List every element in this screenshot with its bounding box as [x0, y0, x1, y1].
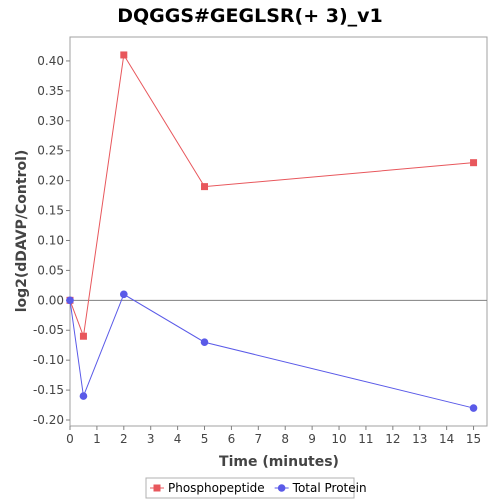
x-tick-label: 11: [358, 432, 373, 446]
y-tick-label: -0.15: [33, 383, 64, 397]
y-tick-label: 0.35: [37, 84, 64, 98]
x-tick-label: 0: [66, 432, 74, 446]
x-tick-label: 6: [228, 432, 236, 446]
data-point: [200, 338, 209, 347]
x-tick-label: 14: [439, 432, 454, 446]
legend-item-1: Total Protein: [274, 481, 367, 495]
data-point: [469, 404, 478, 412]
x-tick-label: 15: [466, 432, 481, 446]
x-tick-label: 2: [120, 432, 128, 446]
x-axis-label: Time (minutes): [219, 454, 339, 470]
x-tick-label: 13: [412, 432, 427, 446]
x-tick-label: 8: [281, 432, 289, 446]
series-1: [66, 290, 478, 412]
data-point: [79, 392, 88, 400]
data-point: [66, 296, 74, 305]
x-tick-label: 4: [174, 432, 182, 446]
y-tick-label: 0.40: [37, 54, 64, 68]
y-tick-label: 0.00: [37, 293, 64, 307]
data-point: [201, 183, 209, 191]
y-axis-label: log2(dDAVP/Control): [14, 150, 30, 313]
y-tick-label: 0.30: [37, 114, 64, 128]
legend-label: Total Protein: [292, 481, 367, 495]
legend-box: [145, 477, 355, 499]
plot-area: [69, 36, 488, 427]
legend-marker: [153, 484, 161, 492]
series-layer: [66, 51, 478, 412]
y-tick-label: 0.10: [37, 233, 64, 247]
data-point: [79, 332, 87, 340]
legend-marker: [277, 484, 286, 492]
x-tick-label: 5: [201, 432, 209, 446]
y-tick-label: -0.20: [33, 413, 64, 427]
y-axis: -0.20 -0.15 -0.10 -0.05 0.00 0.05 0.10 0.15 0.20…: [33, 54, 70, 427]
x-tick-label: 12: [385, 432, 400, 446]
x-tick-label: 1: [93, 432, 101, 446]
x-tick-label: 3: [147, 432, 155, 446]
chart-title: DQGGS#GEGLSR(+ 3)_v1: [117, 5, 383, 27]
data-point: [120, 51, 128, 59]
legend: Phosphopeptide Total Protein: [145, 477, 367, 499]
x-tick-label: 9: [308, 432, 316, 446]
y-tick-label: 0.05: [37, 263, 64, 277]
y-tick-label: -0.10: [33, 353, 64, 367]
legend-label: Phosphopeptide: [168, 481, 265, 495]
x-tick-label: 7: [255, 432, 263, 446]
legend-item-0: Phosphopeptide: [150, 481, 265, 495]
data-point: [470, 159, 478, 167]
x-tick-label: 10: [331, 432, 346, 446]
data-point: [120, 290, 128, 299]
x-axis: 0 1 2 3 4 5 6 7 8 9 10 11 12 13 14 15: [66, 426, 481, 446]
y-tick-label: 0.15: [37, 204, 64, 218]
y-tick-label: -0.05: [33, 323, 64, 337]
y-tick-label: 0.25: [37, 144, 64, 158]
y-tick-label: 0.20: [37, 174, 64, 188]
